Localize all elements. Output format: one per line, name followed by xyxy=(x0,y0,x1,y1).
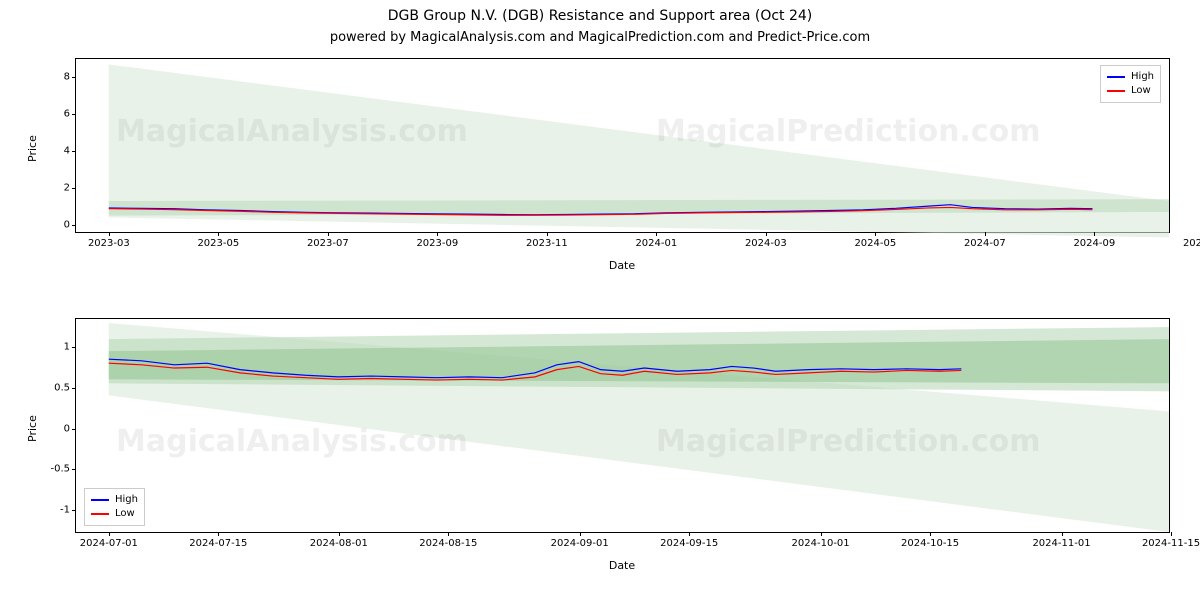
legend-top: High Low xyxy=(1100,65,1161,103)
chart-bottom-xlabel: Date xyxy=(572,559,672,572)
chart-bottom: MagicalAnalysis.com MagicalPrediction.co… xyxy=(75,318,1170,533)
xtick-mark xyxy=(437,232,438,236)
xtick-mark xyxy=(766,232,767,236)
legend-swatch-high xyxy=(1107,76,1125,78)
xtick-label: 2024-11 xyxy=(1164,238,1200,249)
chart-subtitle: powered by MagicalAnalysis.com and Magic… xyxy=(0,30,1200,45)
xtick-label: 2024-01 xyxy=(616,238,696,249)
xtick-label: 2024-09-15 xyxy=(649,538,729,549)
xtick-mark xyxy=(218,532,219,536)
chart-top-ylabel: Price xyxy=(26,135,39,162)
xtick-label: 2023-09 xyxy=(397,238,477,249)
xtick-mark xyxy=(1094,232,1095,236)
xtick-mark xyxy=(580,532,581,536)
legend-row-high-2: High xyxy=(91,493,138,507)
ytick-label: 0.5 xyxy=(40,382,70,393)
xtick-mark xyxy=(339,532,340,536)
ytick-mark xyxy=(72,469,76,470)
legend-bottom: High Low xyxy=(84,488,145,526)
xtick-label: 2024-07 xyxy=(945,238,1025,249)
ytick-mark xyxy=(72,151,76,152)
xtick-mark xyxy=(821,532,822,536)
xtick-mark xyxy=(448,532,449,536)
xtick-mark xyxy=(109,532,110,536)
xtick-label: 2023-11 xyxy=(507,238,587,249)
xtick-label: 2024-05 xyxy=(835,238,915,249)
xtick-label: 2024-11-15 xyxy=(1131,538,1200,549)
xtick-mark xyxy=(547,232,548,236)
legend-row-high: High xyxy=(1107,70,1154,84)
ytick-mark xyxy=(72,388,76,389)
xtick-mark xyxy=(875,232,876,236)
legend-label-low: Low xyxy=(1131,84,1151,98)
xtick-mark xyxy=(1171,532,1172,536)
xtick-label: 2024-10-01 xyxy=(781,538,861,549)
xtick-label: 2024-07-01 xyxy=(69,538,149,549)
xtick-label: 2024-03 xyxy=(726,238,806,249)
ytick-label: 2 xyxy=(40,182,70,193)
ytick-label: -1 xyxy=(40,504,70,515)
ytick-mark xyxy=(72,188,76,189)
legend-swatch-low xyxy=(1107,90,1125,92)
xtick-mark xyxy=(328,232,329,236)
chart-top-plot xyxy=(76,59,1169,232)
legend-label-high-2: High xyxy=(115,493,138,507)
ytick-label: 4 xyxy=(40,146,70,157)
xtick-label: 2024-07-15 xyxy=(178,538,258,549)
xtick-label: 2024-09-01 xyxy=(540,538,620,549)
xtick-mark xyxy=(109,232,110,236)
xtick-mark xyxy=(1062,532,1063,536)
chart-bottom-plot xyxy=(76,319,1169,532)
chart-title: DGB Group N.V. (DGB) Resistance and Supp… xyxy=(0,8,1200,24)
xtick-label: 2023-03 xyxy=(69,238,149,249)
legend-row-low-2: Low xyxy=(91,507,138,521)
ytick-label: 1 xyxy=(40,342,70,353)
chart-top-xlabel: Date xyxy=(572,259,672,272)
xtick-label: 2024-08-01 xyxy=(299,538,379,549)
ytick-label: -0.5 xyxy=(40,464,70,475)
xtick-mark xyxy=(689,532,690,536)
ytick-mark xyxy=(72,77,76,78)
xtick-label: 2023-05 xyxy=(178,238,258,249)
ytick-label: 8 xyxy=(40,72,70,83)
legend-label-high: High xyxy=(1131,70,1154,84)
legend-swatch-low-2 xyxy=(91,513,109,515)
chart-bottom-ylabel: Price xyxy=(26,415,39,442)
legend-swatch-high-2 xyxy=(91,499,109,501)
ytick-label: 6 xyxy=(40,109,70,120)
xtick-label: 2024-09 xyxy=(1054,238,1134,249)
legend-row-low: Low xyxy=(1107,84,1154,98)
ytick-mark xyxy=(72,114,76,115)
ytick-mark xyxy=(72,429,76,430)
ytick-mark xyxy=(72,225,76,226)
xtick-label: 2024-11-01 xyxy=(1022,538,1102,549)
ytick-mark xyxy=(72,510,76,511)
xtick-label: 2023-07 xyxy=(288,238,368,249)
legend-label-low-2: Low xyxy=(115,507,135,521)
xtick-mark xyxy=(985,232,986,236)
xtick-mark xyxy=(930,532,931,536)
ytick-label: 0 xyxy=(40,219,70,230)
xtick-label: 2024-08-15 xyxy=(408,538,488,549)
xtick-mark xyxy=(218,232,219,236)
ytick-mark xyxy=(72,347,76,348)
ytick-label: 0 xyxy=(40,423,70,434)
xtick-label: 2024-10-15 xyxy=(890,538,970,549)
chart-top: MagicalAnalysis.com MagicalPrediction.co… xyxy=(75,58,1170,233)
xtick-mark xyxy=(656,232,657,236)
